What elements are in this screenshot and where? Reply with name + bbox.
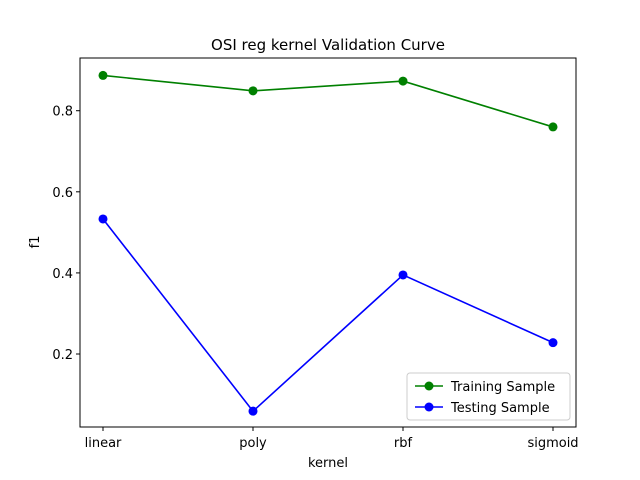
- data-point-series0-1: [248, 86, 258, 96]
- data-point-series1-3: [548, 338, 558, 348]
- y-tick-label: 0.4: [52, 267, 73, 282]
- data-point-series0-0: [98, 70, 108, 80]
- x-tick-label: rbf: [394, 436, 413, 451]
- y-axis-label: f1: [28, 236, 43, 249]
- y-tick-label: 0.2: [52, 348, 73, 363]
- legend-marker-1: [424, 402, 434, 412]
- plot-frame: [79, 57, 577, 428]
- legend: Training Sample Testing Sample: [406, 372, 571, 421]
- data-point-series1-0: [98, 214, 108, 224]
- data-point-series0-2: [398, 76, 408, 86]
- legend-box: [406, 372, 571, 421]
- x-axis-label: kernel: [308, 456, 348, 471]
- y-tick-label: 0.8: [52, 105, 73, 120]
- legend-label-1: Testing Sample: [450, 401, 550, 416]
- data-point-series0-3: [548, 122, 558, 132]
- chart-title: OSI reg kernel Validation Curve: [211, 36, 445, 54]
- series-line-0: [102, 74, 554, 128]
- data-point-series1-2: [398, 270, 408, 280]
- y-tick-label: 0.6: [52, 186, 73, 201]
- x-tick-label: sigmoid: [527, 436, 578, 451]
- x-tick-label: linear: [85, 436, 122, 451]
- data-point-series1-1: [248, 406, 258, 416]
- x-tick-label: poly: [239, 436, 267, 451]
- series-line-1: [102, 218, 554, 413]
- legend-marker-0: [424, 381, 434, 391]
- legend-label-0: Training Sample: [450, 380, 555, 395]
